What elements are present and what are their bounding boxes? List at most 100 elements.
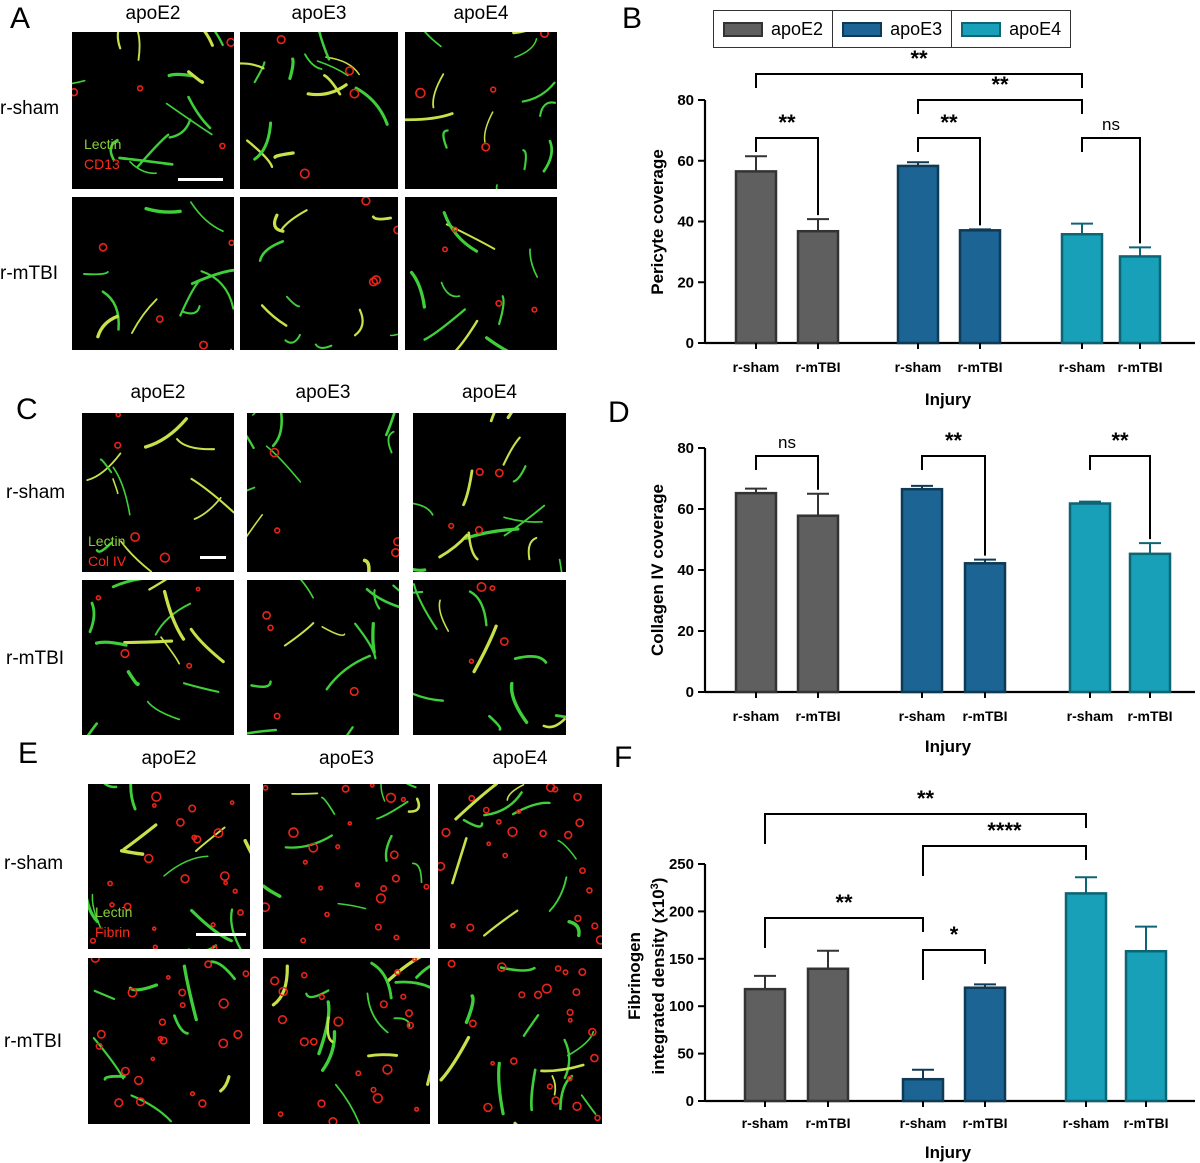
stain-mark <box>178 988 187 997</box>
vessel-mark <box>321 796 336 815</box>
vessel-mark <box>190 268 234 285</box>
vessel-mark <box>182 682 220 693</box>
vessel-mark <box>101 290 120 331</box>
vessel-mark <box>300 580 314 599</box>
stain-mark <box>317 1099 326 1108</box>
vessel-mark <box>167 72 195 78</box>
vessel-mark <box>129 784 137 811</box>
vessel-mark <box>413 502 434 516</box>
vessel-mark <box>413 567 427 572</box>
stain-mark <box>573 792 582 802</box>
vessel-mark <box>413 583 438 631</box>
stain-mark <box>489 86 497 93</box>
vessel-mark <box>146 700 181 721</box>
y-axis-label-line1: Fibrinogen <box>625 932 644 1020</box>
stain-mark <box>476 582 487 592</box>
significance-bracket <box>922 845 1087 876</box>
panel-label-d: D <box>608 396 630 429</box>
stain-mark <box>588 1027 597 1037</box>
stain-mark <box>263 902 270 913</box>
vessel-mark <box>440 281 461 298</box>
significance-label: * <box>950 922 959 947</box>
micrograph-texture <box>88 784 250 949</box>
vessel-mark <box>131 298 158 334</box>
stain-mark <box>267 624 274 632</box>
vessel-mark <box>165 102 213 136</box>
stain-mark <box>347 821 353 826</box>
vessel-mark <box>163 855 209 877</box>
x-tick-label: r-sham <box>733 359 780 375</box>
x-tick-label: r-sham <box>899 708 946 724</box>
row-label-r-sham: r-sham <box>0 98 60 119</box>
stain-mark <box>219 142 226 150</box>
stain-mark <box>385 792 397 803</box>
significance-label: ** <box>945 428 963 453</box>
bar-apoe3-r-mtbi <box>963 986 1007 1103</box>
vessel-mark <box>129 160 157 175</box>
vessel-mark <box>380 784 386 802</box>
panel-label-e: E <box>18 737 39 770</box>
vessel-mark <box>182 964 198 1022</box>
stain-mark <box>389 850 399 860</box>
stain-mark <box>155 315 164 323</box>
stain-mark <box>595 935 602 945</box>
bar-apoe4-r-mtbi <box>1124 949 1168 1103</box>
vessel-mark <box>130 1094 172 1123</box>
vessel-mark <box>325 654 371 691</box>
stain-mark <box>333 1016 344 1027</box>
stain-mark <box>229 800 235 806</box>
vessel-mark <box>230 908 242 949</box>
vessel-mark <box>567 920 581 938</box>
stain-mark <box>159 552 171 563</box>
vessel-mark <box>389 333 398 337</box>
vessel-mark <box>497 1061 505 1116</box>
bar-apoe3-r-sham <box>901 1077 945 1103</box>
chart-panel-b: 0 20 40 60 80 Pericyte coverage Injury r-sham r-… <box>648 46 1195 409</box>
stain-mark <box>299 168 310 179</box>
stain-mark <box>192 835 202 844</box>
vessel-mark <box>88 897 99 923</box>
stain-mark <box>510 1057 518 1065</box>
micrograph-c-apoe3-r-mtbi <box>247 580 399 735</box>
stain-mark <box>379 1000 388 1009</box>
vessel-mark <box>539 101 557 117</box>
stain-mark <box>541 983 552 994</box>
column-label-apoe2: apoE2 <box>125 3 181 24</box>
stain-mark <box>300 937 307 944</box>
vessel-mark <box>530 1068 537 1112</box>
vessel-mark <box>442 211 479 253</box>
vessel-mark <box>559 1074 574 1111</box>
y-tick-label: 50 <box>677 1046 694 1063</box>
vessel-mark <box>467 531 479 561</box>
legend-label-apoe2: apoE2 <box>771 18 824 39</box>
vessel-mark <box>190 477 234 514</box>
vessel-mark <box>209 960 236 981</box>
stain-mark <box>277 1014 288 1025</box>
stain-label-lectin: Lectin <box>84 136 122 152</box>
stain-mark <box>273 712 281 720</box>
column-label-apoe4: apoE4 <box>492 748 548 769</box>
vessel-mark <box>143 417 188 449</box>
vessel-mark <box>136 133 170 168</box>
scale-bar <box>178 178 223 181</box>
vessel-mark <box>551 1075 557 1096</box>
vessel-mark <box>247 728 278 735</box>
significance-bracket <box>921 455 986 556</box>
vessel-mark <box>563 1038 571 1080</box>
vessel-mark <box>285 295 301 308</box>
vessel-mark <box>271 964 289 1007</box>
vessel-mark <box>88 601 96 634</box>
stain-mark <box>412 958 417 962</box>
stain-mark <box>374 923 382 931</box>
stain-mark <box>518 991 526 999</box>
stain-mark <box>123 902 132 911</box>
vessel-mark <box>72 79 86 85</box>
vessel-mark <box>176 438 216 451</box>
vessel-mark <box>189 627 225 664</box>
stain-mark <box>567 1075 573 1082</box>
row-label-r-sham: r-sham <box>4 853 64 874</box>
stain-label-fibrin: Fibrin <box>95 924 131 940</box>
vessel-mark <box>187 95 212 130</box>
stain-mark <box>567 1017 573 1023</box>
significance-bracket <box>1081 137 1141 244</box>
